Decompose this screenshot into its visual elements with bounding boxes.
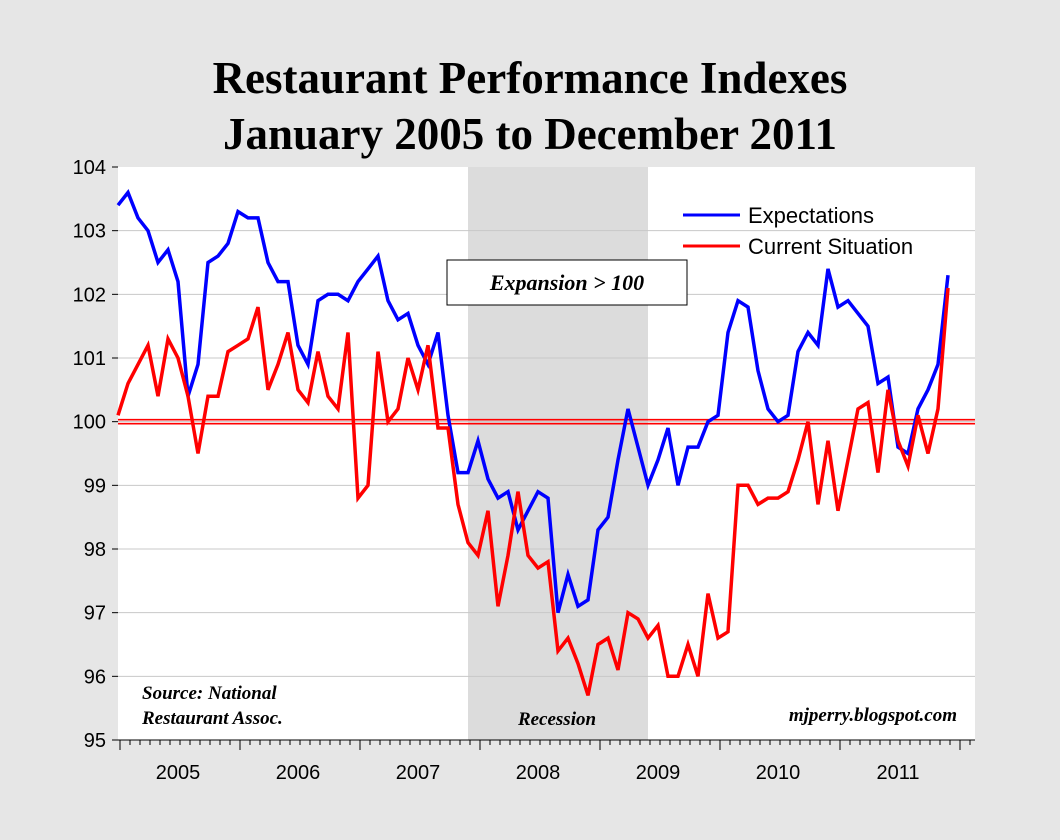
x-tick-label: 2008 <box>516 762 561 784</box>
y-tick-label: 95 <box>84 730 106 752</box>
x-tick-label: 2006 <box>276 762 321 784</box>
y-tick-label: 96 <box>84 666 106 688</box>
x-tick-label: 2005 <box>156 762 201 784</box>
chart-title-line1: Restaurant Performance Indexes <box>212 53 848 103</box>
source-line-1: Source: National <box>142 683 277 704</box>
legend-label-expectations: Expectations <box>748 203 874 228</box>
y-tick-label: 97 <box>84 603 106 625</box>
y-tick-label: 100 <box>73 412 106 434</box>
y-tick-label: 104 <box>73 157 106 179</box>
x-tick-label: 2010 <box>756 762 801 784</box>
recession-label: Recession <box>517 709 596 730</box>
credit-label: mjperry.blogspot.com <box>789 705 957 726</box>
source-line-2: Restaurant Assoc. <box>141 708 283 729</box>
x-tick-label: 2011 <box>876 762 919 784</box>
series-line-expectations <box>116 189 950 614</box>
y-tick-label: 102 <box>73 284 106 306</box>
y-tick-label: 101 <box>73 348 106 370</box>
expansion-annotation: Expansion > 100 <box>489 270 644 295</box>
x-tick-label: 2007 <box>396 762 441 784</box>
y-tick-label: 99 <box>84 475 106 497</box>
expansion-annotation-box <box>446 259 688 306</box>
chart-title-line2: January 2005 to December 2011 <box>222 109 838 159</box>
x-tick-label: 2009 <box>636 762 681 784</box>
series-line-current-situation <box>116 287 950 696</box>
legend-label-current-situation: Current Situation <box>748 234 913 259</box>
y-tick-label: 98 <box>84 539 106 561</box>
y-tick-label: 103 <box>73 221 106 243</box>
